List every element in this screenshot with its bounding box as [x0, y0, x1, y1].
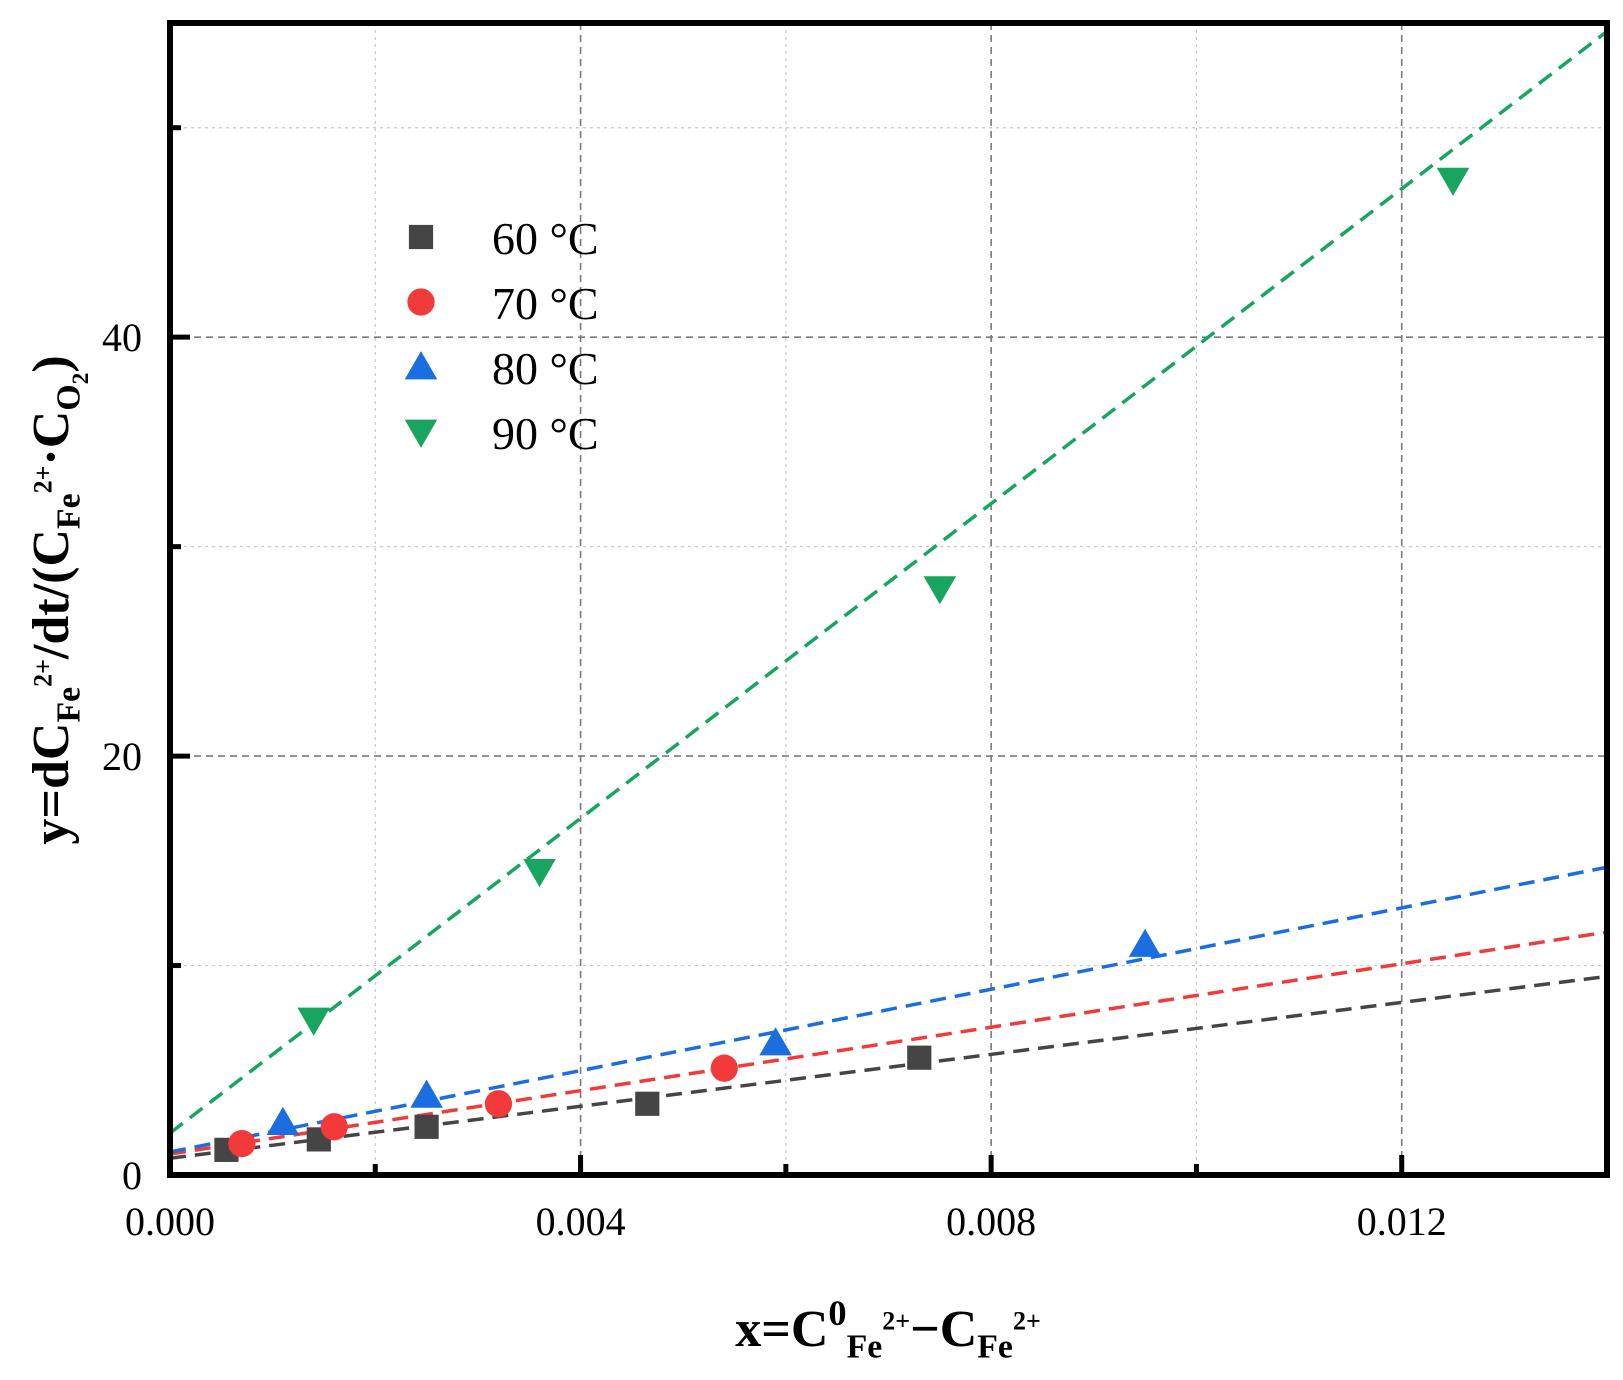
data-point	[759, 1027, 792, 1056]
axis-ticks	[167, 125, 1405, 1178]
axis-title-part: )	[23, 355, 80, 372]
axis-title-part: Fe	[50, 687, 87, 723]
legend: 60 °C 70 °C 80 °C 90 °C	[404, 213, 599, 459]
fit-line	[169, 930, 1608, 1156]
axis-title-part: y=dC	[23, 723, 80, 845]
data-point	[320, 1113, 348, 1141]
data-point	[228, 1129, 256, 1158]
axis-title-part: 2+	[1013, 1306, 1041, 1335]
x-tick-label: 0.008	[946, 1199, 1036, 1244]
legend-marker	[404, 419, 438, 448]
data-point	[484, 1090, 513, 1118]
axis-title-part: x=C	[735, 1301, 828, 1358]
data-point	[414, 1114, 439, 1139]
data-markers	[214, 167, 1470, 1162]
fit-line	[169, 865, 1608, 1154]
legend-marker	[408, 224, 434, 250]
legend-label: 60 °C	[492, 213, 599, 264]
axis-title-part: ·C	[23, 411, 80, 466]
grid	[170, 23, 1607, 1175]
fit-line	[168, 30, 1609, 1135]
data-point	[1128, 928, 1162, 957]
data-point	[266, 1106, 300, 1135]
axis-title-part: /dt/(C	[23, 529, 80, 660]
x-tick-label: 0.000	[125, 1199, 215, 1244]
legend-label: 90 °C	[492, 408, 599, 459]
legend-label: 70 °C	[492, 278, 599, 329]
data-point	[710, 1054, 738, 1082]
x-tick-label: 0.012	[1357, 1199, 1447, 1244]
axis-title-part: 2+	[28, 659, 57, 687]
legend-marker	[407, 288, 435, 316]
data-point	[410, 1079, 443, 1108]
data-point	[523, 858, 556, 888]
data-point	[297, 1007, 330, 1036]
data-point	[1436, 167, 1470, 196]
legend-label: 80 °C	[492, 343, 599, 394]
y-tick-label: 20	[102, 734, 142, 779]
axis-title-part: Fe	[50, 493, 87, 529]
plot-frame	[167, 20, 1610, 1178]
tick-labels: 0.000 0.004 0.008 0.012 0 20 40	[102, 315, 1447, 1244]
y-axis-title: y=dCFe2+/dt/(CFe2+·CO2)	[23, 355, 94, 844]
axis-title-part: O	[50, 384, 87, 410]
axis-title-part: 2	[68, 373, 94, 385]
axis-title-part: 0	[828, 1293, 846, 1333]
axis-title-part: Fe	[977, 1328, 1013, 1365]
y-tick-label: 40	[102, 315, 142, 360]
legend-marker	[404, 351, 438, 380]
data-point	[635, 1091, 660, 1116]
fit-lines	[168, 30, 1609, 1160]
axis-title-part: Fe	[847, 1328, 883, 1365]
axis-title-part: −C	[910, 1301, 977, 1358]
axis-title-part: 2+	[28, 466, 57, 494]
x-tick-label: 0.004	[536, 1199, 626, 1244]
data-point	[923, 576, 957, 605]
y-tick-label: 0	[122, 1153, 142, 1198]
data-point	[907, 1045, 932, 1070]
x-axis-title: x=C0Fe2+−CFe2+	[735, 1293, 1041, 1365]
axis-title-part: 2+	[882, 1306, 910, 1335]
fit-line	[169, 974, 1608, 1160]
